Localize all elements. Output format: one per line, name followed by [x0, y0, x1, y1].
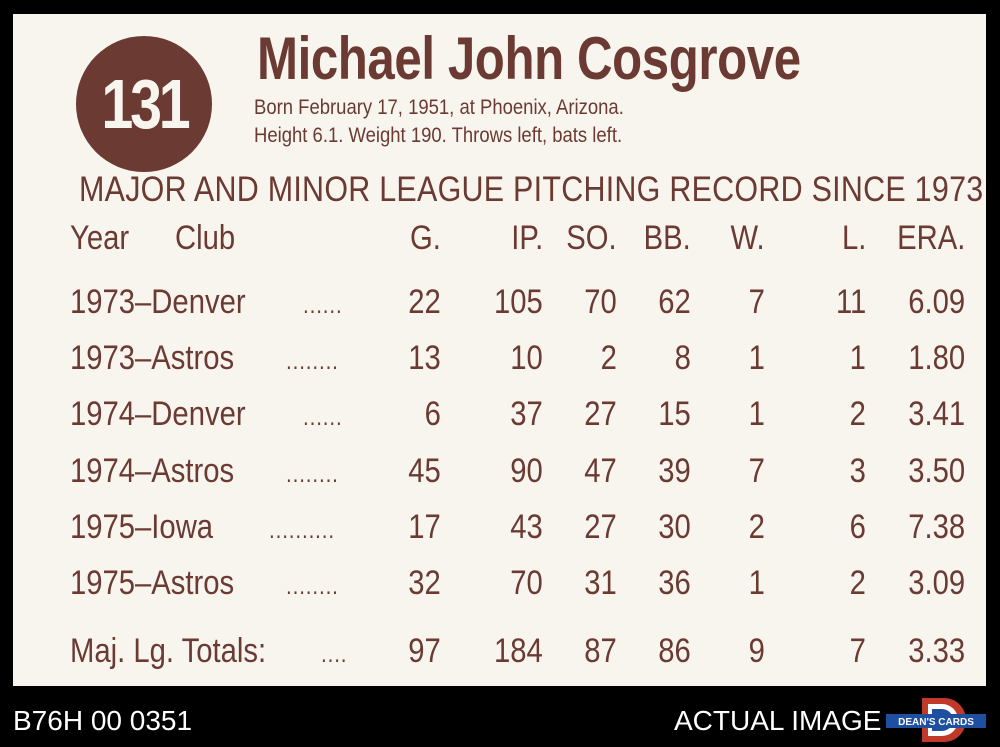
totals-w: 9 — [748, 632, 765, 670]
row-l: 11 — [835, 283, 866, 321]
row-team: 1975–Astros — [70, 564, 235, 602]
row-leader-dots: .......... — [269, 517, 335, 544]
row-era: 3.41 — [908, 395, 965, 433]
row-bb: 30 — [658, 508, 691, 546]
record-heading: MAJOR AND MINOR LEAGUE PITCHING RECORD S… — [79, 170, 984, 209]
row-l: 1 — [849, 339, 866, 377]
row-g: 17 — [408, 508, 441, 546]
row-team: 1975–Iowa — [70, 508, 214, 546]
row-bb: 39 — [658, 452, 691, 490]
actual-image-label: ACTUAL IMAGE — [674, 705, 882, 736]
row-l: 2 — [849, 564, 866, 602]
row-leader-dots: ...... — [303, 292, 343, 319]
row-g: 6 — [424, 395, 441, 433]
row-ip: 43 — [510, 508, 543, 546]
column-header-bb: BB. — [643, 219, 691, 257]
row-w: 2 — [748, 508, 765, 546]
row-ip: 10 — [510, 339, 543, 377]
row-era: 6.09 — [908, 283, 965, 321]
row-leader-dots: ...... — [303, 404, 343, 431]
row-g: 32 — [408, 564, 441, 602]
row-w: 1 — [748, 564, 765, 602]
column-header-so: SO. — [566, 219, 617, 257]
row-ip: 105 — [494, 283, 543, 321]
row-w: 1 — [748, 395, 765, 433]
totals-label: Maj. Lg. Totals: — [70, 632, 267, 670]
row-team: 1973–Astros — [70, 339, 235, 377]
row-era: 3.50 — [908, 452, 965, 490]
column-header-l: L. — [841, 219, 866, 257]
row-ip: 90 — [510, 452, 543, 490]
totals-so: 87 — [584, 632, 617, 670]
row-ip: 70 — [510, 564, 543, 602]
row-bb: 8 — [674, 339, 691, 377]
row-era: 3.09 — [908, 564, 965, 602]
row-leader-dots: ........ — [286, 348, 339, 375]
row-bb: 36 — [658, 564, 691, 602]
totals-ip: 184 — [494, 632, 543, 670]
column-header-year: Year — [70, 219, 130, 257]
row-l: 6 — [849, 508, 866, 546]
column-header-ip: IP. — [511, 219, 543, 257]
row-team: 1973–Denver — [70, 283, 246, 321]
row-era: 7.38 — [908, 508, 965, 546]
row-so: 47 — [584, 452, 617, 490]
row-so: 2 — [600, 339, 617, 377]
totals-era: 3.33 — [908, 632, 965, 670]
column-header-g: G. — [410, 219, 441, 257]
inventory-id: B76H 00 0351 — [13, 705, 193, 736]
row-g: 22 — [408, 283, 441, 321]
bio-line-physical: Height 6.1. Weight 190. Throws left, bat… — [254, 124, 623, 147]
row-leader-dots: ........ — [286, 573, 339, 600]
deans-cards-logo-icon: DEAN'S CARDS — [886, 698, 986, 742]
row-leader-dots: ........ — [286, 461, 339, 488]
row-era: 1.80 — [908, 339, 965, 377]
card-number-badge: 131 — [76, 36, 212, 172]
row-ip: 37 — [510, 395, 543, 433]
totals-leader-dots: .... — [321, 641, 348, 668]
row-so: 70 — [584, 283, 617, 321]
logo-text: DEAN'S CARDS — [898, 717, 974, 728]
row-team: 1974–Astros — [70, 452, 235, 490]
row-l: 3 — [849, 452, 866, 490]
row-g: 45 — [408, 452, 441, 490]
bio-line-birth: Born February 17, 1951, at Phoenix, Ariz… — [254, 96, 624, 119]
card-number: 131 — [101, 65, 190, 143]
column-header-club: Club — [175, 219, 236, 257]
row-so: 31 — [584, 564, 617, 602]
row-team: 1974–Denver — [70, 395, 246, 433]
totals-g: 97 — [408, 632, 441, 670]
row-g: 13 — [408, 339, 441, 377]
row-w: 1 — [748, 339, 765, 377]
player-name: Michael John Cosgrove — [257, 25, 801, 92]
totals-l: 7 — [849, 632, 866, 670]
row-so: 27 — [584, 395, 617, 433]
row-bb: 15 — [658, 395, 691, 433]
column-header-era: ERA. — [896, 219, 965, 257]
row-l: 2 — [849, 395, 866, 433]
row-so: 27 — [584, 508, 617, 546]
totals-bb: 86 — [658, 632, 691, 670]
row-w: 7 — [748, 452, 765, 490]
row-w: 7 — [748, 283, 765, 321]
row-bb: 62 — [658, 283, 691, 321]
column-header-w: W. — [730, 219, 765, 257]
card-back: 131 Michael John Cosgrove Born February … — [13, 14, 986, 686]
